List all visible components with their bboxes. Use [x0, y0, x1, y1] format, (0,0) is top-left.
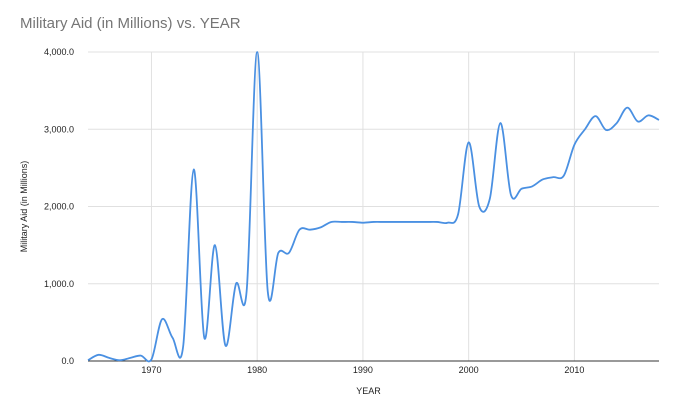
- x-tick-label: 1980: [247, 365, 267, 375]
- y-axis-title: Military Aid (in Millions): [19, 161, 29, 253]
- y-axis-ticks: 0.0 1,000.0 2,000.0 3,000.0 4,000.0: [44, 47, 74, 366]
- series-layer: [87, 51, 660, 363]
- y-tick-label: 1,000.0: [44, 279, 74, 289]
- gridlines: [88, 51, 659, 361]
- y-tick-label: 3,000.0: [44, 124, 74, 134]
- chart-title: Military Aid (in Millions) vs. YEAR: [20, 15, 241, 32]
- x-tick-label: 1970: [141, 365, 161, 375]
- x-axis-title: YEAR: [356, 386, 381, 396]
- x-tick-label: 1990: [353, 365, 373, 375]
- series-line: [87, 51, 660, 363]
- y-tick-label: 4,000.0: [44, 47, 74, 57]
- x-tick-label: 2000: [459, 365, 479, 375]
- y-tick-label: 0.0: [61, 356, 74, 366]
- x-tick-label: 2010: [564, 365, 584, 375]
- y-tick-label: 2,000.0: [44, 202, 74, 212]
- x-axis-ticks: 1970 1980 1990 2000 2010: [141, 365, 584, 375]
